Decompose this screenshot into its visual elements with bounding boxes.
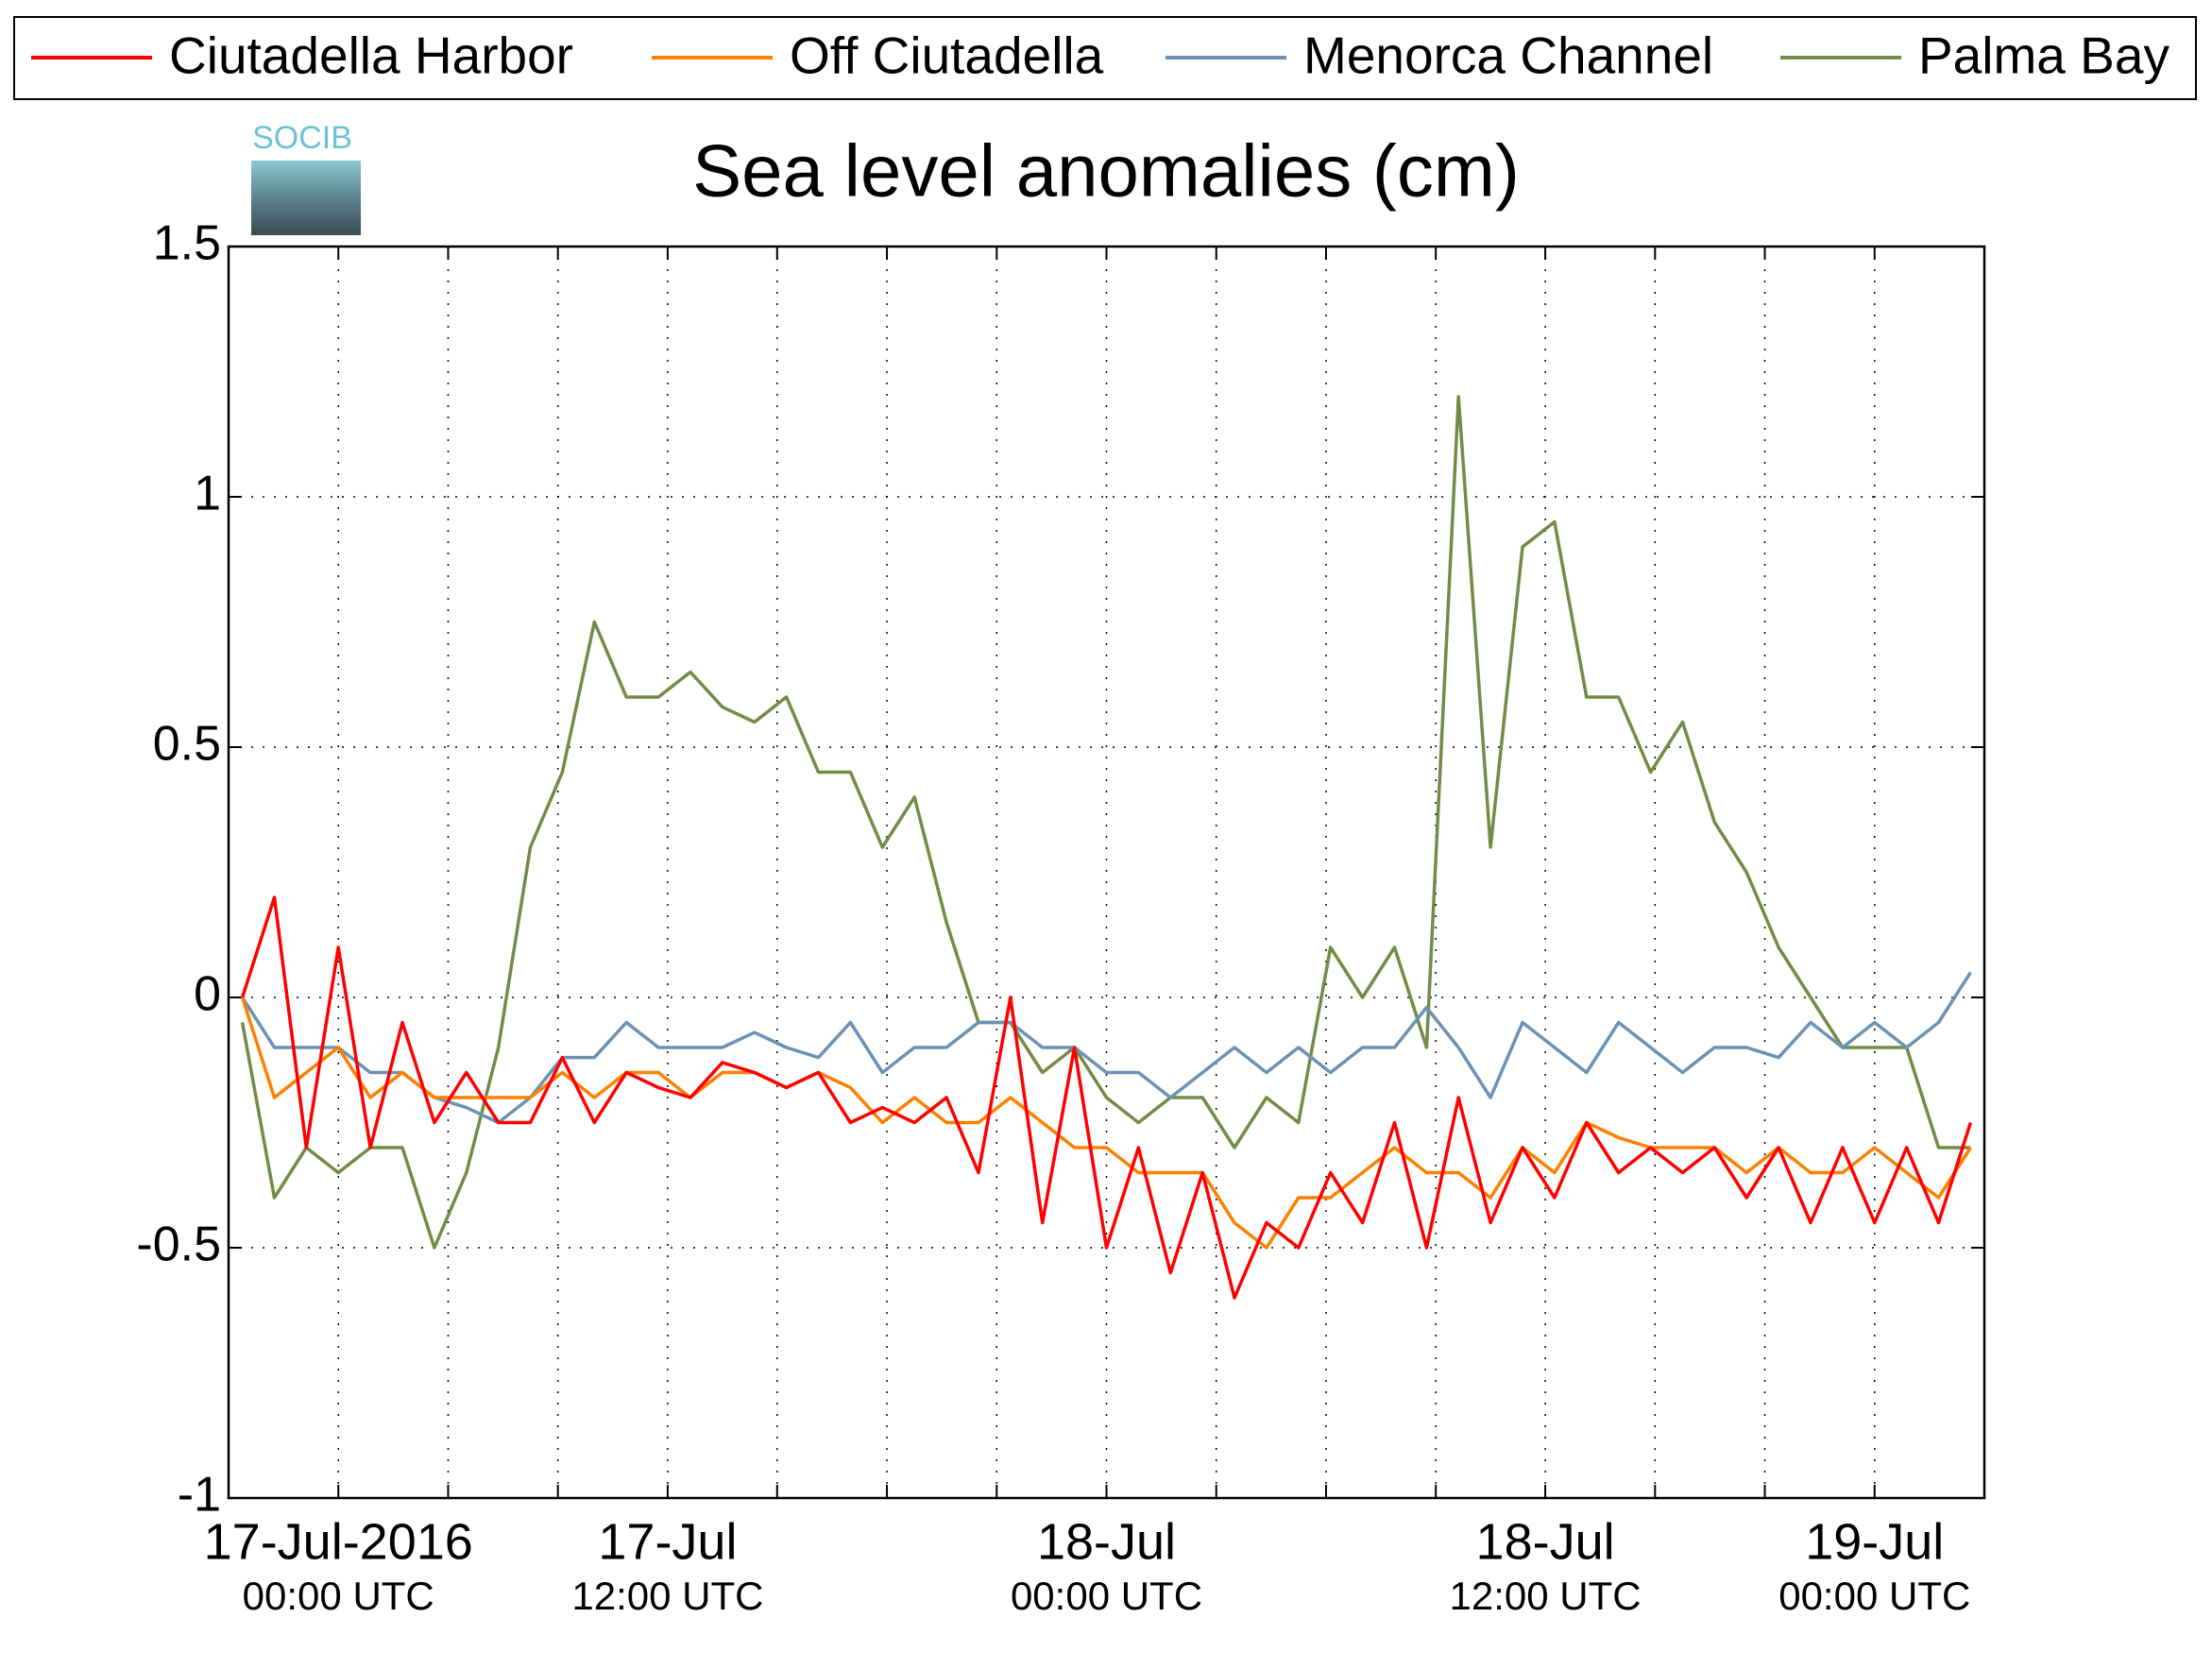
x-tick-sublabel: 00:00 UTC bbox=[243, 1574, 434, 1618]
y-tick-label: 0 bbox=[194, 967, 221, 1022]
y-tick-label: 1.5 bbox=[153, 216, 221, 271]
legend-label: Palma Bay bbox=[1918, 26, 2169, 85]
plot-frame bbox=[227, 245, 1986, 1500]
x-tick-label: 19-Jul bbox=[1805, 1513, 1944, 1570]
y-tick-label: 0.5 bbox=[153, 717, 221, 772]
logo-image bbox=[251, 161, 361, 235]
legend-label: Off Ciutadella bbox=[790, 26, 1104, 85]
logo-text: SOCIB bbox=[252, 120, 352, 156]
x-tick-label: 18-Jul bbox=[1037, 1513, 1176, 1570]
x-tick-sublabel: 00:00 UTC bbox=[1778, 1574, 1970, 1618]
series-line bbox=[240, 996, 1972, 1250]
series-line bbox=[240, 895, 1973, 1300]
x-tick-sublabel: 00:00 UTC bbox=[1011, 1574, 1202, 1618]
legend-label: Menorca Channel bbox=[1303, 26, 1713, 85]
y-tick-label: -1 bbox=[178, 1468, 221, 1523]
legend-label: Ciutadella Harbor bbox=[169, 26, 573, 85]
chart-title: Sea level anomalies (cm) bbox=[692, 129, 1520, 213]
x-tick-label: 18-Jul bbox=[1476, 1513, 1615, 1570]
x-tick-label: 17-Jul-2016 bbox=[204, 1513, 473, 1570]
x-tick-label: 17-Jul bbox=[598, 1513, 737, 1570]
x-tick-sublabel: 12:00 UTC bbox=[571, 1574, 763, 1618]
series-line bbox=[240, 395, 1971, 1250]
y-tick-label: 1 bbox=[194, 467, 221, 521]
x-tick-sublabel: 12:00 UTC bbox=[1450, 1574, 1642, 1618]
y-tick-label: -0.5 bbox=[136, 1218, 221, 1272]
